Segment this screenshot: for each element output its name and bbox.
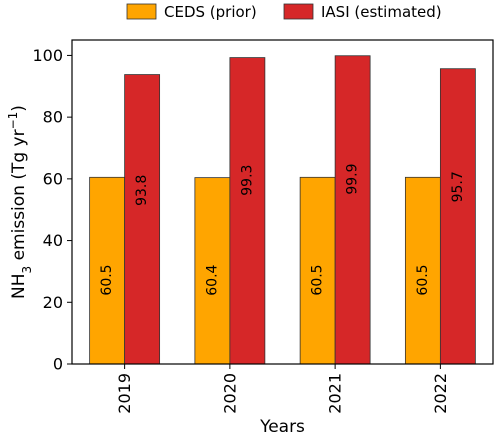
bar-iasi-2019 [124, 74, 161, 365]
bar-value-label: 99.9 [345, 163, 361, 194]
x-axis-label: Years [259, 417, 305, 437]
y-tick-label: 80 [43, 108, 63, 127]
x-tick-label: 2020 [220, 373, 239, 414]
y-tick-label: 0 [53, 355, 63, 374]
y-tick-label: 40 [43, 231, 63, 250]
bar-iasi-2022 [439, 68, 476, 365]
bar-value-label: 60.5 [310, 264, 326, 295]
bar-ceds-2022 [404, 176, 441, 365]
legend: CEDS (prior) IASI (estimated) [126, 3, 442, 21]
y-tick-label: 60 [43, 169, 63, 188]
plot-frame [71, 39, 494, 365]
legend-swatch-ceds [126, 3, 157, 20]
legend-label-iasi: IASI (estimated) [321, 3, 442, 21]
x-tick-label: 2021 [326, 373, 345, 414]
x-tick-label: 2022 [431, 373, 450, 414]
y-axis-label: NH3 emission (Tg yr−1) [6, 105, 34, 299]
bar-value-label: 60.5 [99, 264, 115, 295]
bar-value-label: 99.3 [239, 165, 255, 196]
y-tick-label: 100 [32, 46, 63, 65]
bar-ceds-2020 [194, 177, 231, 365]
bar-ceds-2021 [299, 176, 336, 365]
legend-label-ceds: CEDS (prior) [164, 3, 257, 21]
x-tick-label: 2019 [115, 373, 134, 414]
y-axis: 0 20 40 60 80 100 [32, 46, 72, 374]
bar-value-label: 60.5 [415, 264, 431, 295]
x-axis: 2019 2020 2021 2022 [115, 364, 450, 414]
bars [89, 55, 476, 365]
y-tick-label: 20 [43, 293, 63, 312]
bar-value-label: 60.4 [204, 264, 220, 295]
bar-ceds-2019 [89, 176, 126, 365]
bar-iasi-2020 [229, 57, 266, 365]
bar-labels: 60.5 60.4 60.5 60.5 93.8 99.3 99.9 95.7 [99, 163, 466, 295]
bar-value-label: 95.7 [450, 171, 466, 202]
bar-value-label: 93.8 [134, 175, 150, 206]
legend-swatch-iasi [283, 3, 314, 20]
bar-iasi-2021 [334, 55, 371, 365]
